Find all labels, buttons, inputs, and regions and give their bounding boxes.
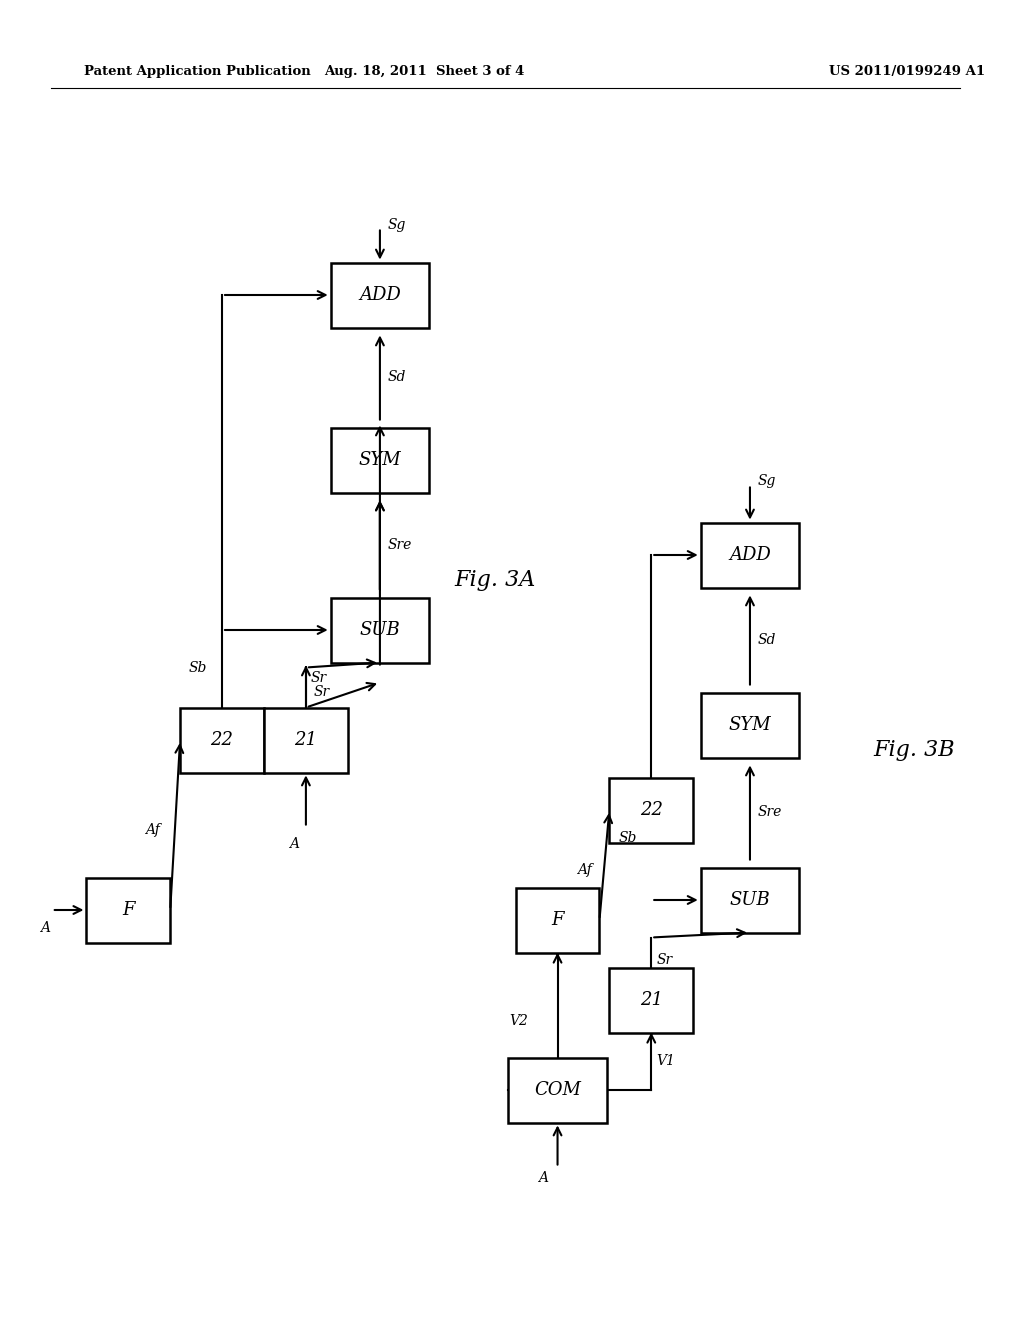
Bar <box>331 428 429 492</box>
Text: Sd: Sd <box>388 370 407 384</box>
Text: A: A <box>40 921 50 935</box>
Text: Sr: Sr <box>311 671 327 685</box>
Bar <box>86 878 170 942</box>
Bar <box>331 263 429 327</box>
Bar <box>609 968 693 1032</box>
Text: Sd: Sd <box>758 634 776 647</box>
Text: Sre: Sre <box>758 805 782 818</box>
Text: Sb: Sb <box>188 661 207 675</box>
Text: Fig. 3B: Fig. 3B <box>873 739 955 762</box>
Text: 22: 22 <box>211 731 233 748</box>
Text: Af: Af <box>145 822 160 837</box>
Text: V2: V2 <box>509 1014 528 1028</box>
Text: Aug. 18, 2011  Sheet 3 of 4: Aug. 18, 2011 Sheet 3 of 4 <box>325 66 524 78</box>
Text: Sr: Sr <box>656 953 673 968</box>
Text: SUB: SUB <box>359 620 400 639</box>
Text: US 2011/0199249 A1: US 2011/0199249 A1 <box>828 66 985 78</box>
Text: F: F <box>122 902 134 919</box>
Text: Patent Application Publication: Patent Application Publication <box>84 66 310 78</box>
Text: F: F <box>551 911 564 929</box>
Bar <box>516 887 599 953</box>
Text: A: A <box>538 1171 548 1184</box>
Bar <box>700 867 800 932</box>
Bar <box>264 708 348 772</box>
Text: 21: 21 <box>295 731 317 748</box>
Text: A: A <box>289 837 299 851</box>
Text: Sre: Sre <box>388 539 413 552</box>
Text: 22: 22 <box>640 801 663 818</box>
Text: Fig. 3A: Fig. 3A <box>454 569 536 591</box>
Bar <box>180 708 264 772</box>
Text: SUB: SUB <box>729 891 770 909</box>
Bar <box>331 598 429 663</box>
Bar <box>700 523 800 587</box>
Text: 21: 21 <box>640 991 663 1008</box>
Text: ADD: ADD <box>359 286 400 304</box>
Text: ADD: ADD <box>729 546 771 564</box>
Bar <box>700 693 800 758</box>
Text: V1: V1 <box>656 1053 675 1068</box>
Text: Sg: Sg <box>388 218 407 231</box>
Text: SYM: SYM <box>729 715 771 734</box>
Bar <box>508 1057 607 1122</box>
Bar <box>609 777 693 842</box>
Text: Sg: Sg <box>758 474 776 487</box>
Text: Af: Af <box>578 863 592 876</box>
Text: Sb: Sb <box>618 832 637 845</box>
Text: Sr: Sr <box>313 685 330 700</box>
Text: SYM: SYM <box>358 451 401 469</box>
Text: COM: COM <box>535 1081 581 1100</box>
